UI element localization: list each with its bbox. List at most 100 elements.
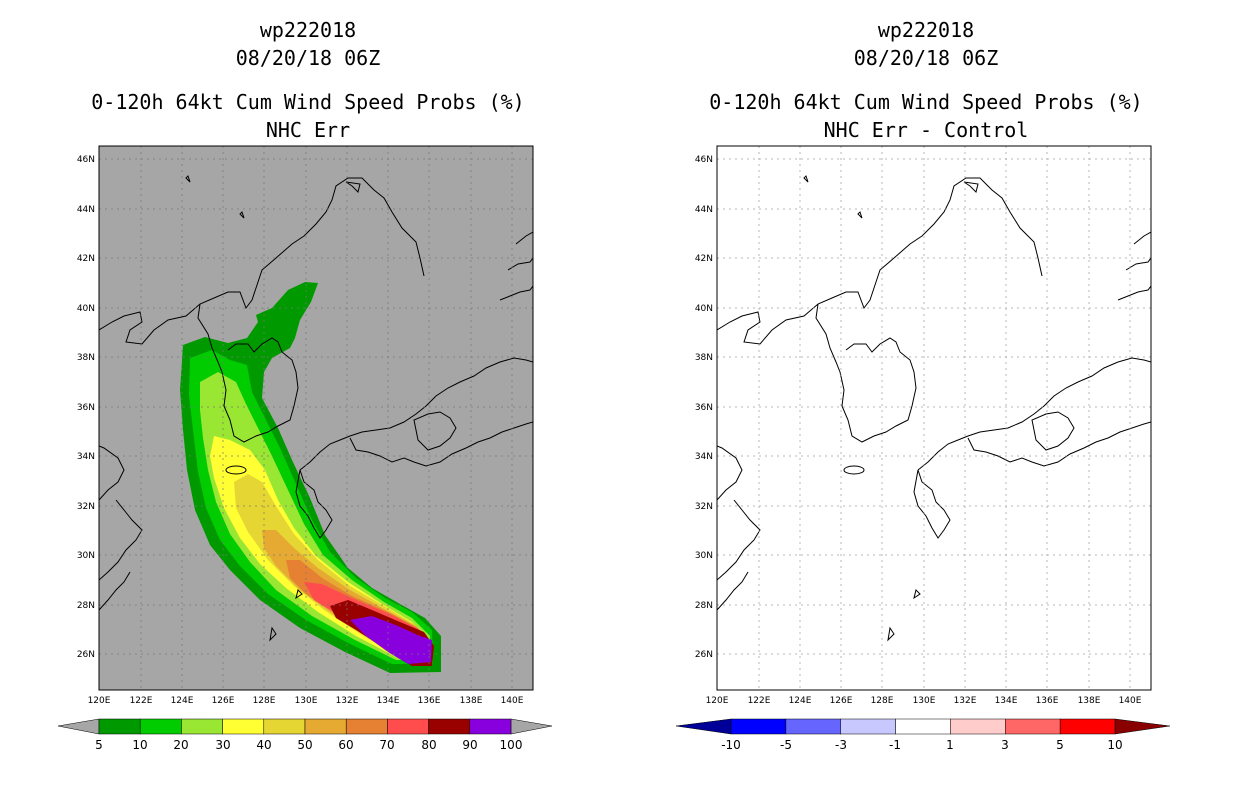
left-product-title: 0-120h 64kt Cum Wind Speed Probs (%) <box>91 90 525 114</box>
left-coastlines <box>99 175 533 642</box>
colorbar-left-end-arrow <box>57 718 100 735</box>
lon-label: 128E <box>253 696 276 706</box>
colorbar-label: 90 <box>462 738 477 752</box>
lon-label: 140E <box>501 696 524 706</box>
right-lat-labels: 46N 44N 42N 40N 38N 36N 34N 32N 30N 28N … <box>695 155 713 660</box>
lat-label: 36N <box>695 403 713 413</box>
lat-label: 30N <box>77 551 95 561</box>
left-lon-labels: 120E 122E 124E 126E 128E 130E 132E 134E … <box>88 696 524 706</box>
lat-label: 34N <box>695 452 713 462</box>
right-product-title: 0-120h 64kt Cum Wind Speed Probs (%) <box>709 90 1143 114</box>
lon-label: 136E <box>418 696 441 706</box>
lat-label: 26N <box>695 650 713 660</box>
colorbar-label: -1 <box>889 738 901 752</box>
colorbar-label: 60 <box>338 738 353 752</box>
colorbar-label: 50 <box>297 738 312 752</box>
left-colorbar: 5 10 20 30 40 50 60 70 80 90 100 <box>57 718 553 752</box>
lon-label: 140E <box>1119 696 1142 706</box>
lat-label: 38N <box>77 353 95 363</box>
colorbar-swatch <box>304 718 347 735</box>
lat-label: 36N <box>77 403 95 413</box>
lat-label: 40N <box>695 304 713 314</box>
lat-label: 46N <box>77 155 95 165</box>
colorbar-label: -3 <box>835 738 847 752</box>
lon-label: 120E <box>706 696 729 706</box>
colorbar-label: 1 <box>946 738 954 752</box>
lat-label: 26N <box>77 650 95 660</box>
colorbar-low-end-arrow <box>675 718 732 735</box>
colorbar-swatch <box>387 718 429 735</box>
right-coastlines <box>717 175 1151 642</box>
colorbar-swatch <box>950 718 1006 735</box>
right-lon-labels: 120E 122E 124E 126E 128E 130E 132E 134E … <box>706 696 1142 706</box>
lon-label: 134E <box>377 696 400 706</box>
left-storm-id: wp222018 <box>259 18 357 42</box>
colorbar-swatch <box>1059 718 1116 735</box>
lat-label: 42N <box>77 254 95 264</box>
lon-label: 124E <box>171 696 194 706</box>
lon-label: 132E <box>954 696 977 706</box>
left-subtitle: NHC Err <box>265 118 351 142</box>
right-map: 46N 44N 42N 40N 38N 36N 34N 32N 30N 28N … <box>675 145 1171 752</box>
lat-label: 40N <box>77 304 95 314</box>
lon-label: 122E <box>748 696 771 706</box>
right-datetime: 08/20/18 06Z <box>853 46 999 70</box>
right-gridlines <box>717 146 1151 690</box>
colorbar-right-end-arrow <box>510 718 553 735</box>
swath-90pct <box>350 616 432 664</box>
colorbar-label: -5 <box>780 738 792 752</box>
colorbar-swatch <box>428 718 471 735</box>
colorbar-label: 10 <box>132 738 147 752</box>
lon-label: 138E <box>1078 696 1101 706</box>
lon-label: 134E <box>995 696 1018 706</box>
colorbar-swatch <box>730 718 787 735</box>
right-colorbar: -10 -5 -3 -1 1 3 5 10 <box>675 718 1171 752</box>
colorbar-swatch <box>263 718 306 735</box>
left-map-frame <box>98 145 534 691</box>
colorbar-label: 10 <box>1107 738 1122 752</box>
colorbar-label: 80 <box>421 738 436 752</box>
lat-label: 32N <box>695 502 713 512</box>
colorbar-label: 100 <box>500 738 523 752</box>
right-subtitle: NHC Err - Control <box>823 118 1029 142</box>
colorbar-swatch <box>345 718 388 735</box>
lon-label: 130E <box>295 696 318 706</box>
colorbar-high-end-arrow <box>1114 718 1171 735</box>
lon-label: 130E <box>913 696 936 706</box>
lat-label: 44N <box>77 205 95 215</box>
lat-label: 28N <box>77 601 95 611</box>
lon-label: 138E <box>460 696 483 706</box>
colorbar-swatch <box>222 718 265 735</box>
right-map-background <box>717 146 1151 690</box>
lon-label: 122E <box>130 696 153 706</box>
lat-label: 38N <box>695 353 713 363</box>
colorbar-label: 40 <box>256 738 271 752</box>
colorbar-label: -10 <box>721 738 741 752</box>
colorbar-swatch <box>1005 718 1061 735</box>
colorbar-label: 70 <box>379 738 394 752</box>
lon-label: 120E <box>88 696 111 706</box>
lat-label: 32N <box>77 502 95 512</box>
colorbar-label: 3 <box>1001 738 1009 752</box>
colorbar-swatch <box>785 718 842 735</box>
colorbar-label: 20 <box>173 738 188 752</box>
colorbar-label: 30 <box>215 738 230 752</box>
colorbar-swatch <box>469 718 512 735</box>
colorbar-label: 5 <box>95 738 103 752</box>
colorbar-label: 5 <box>1056 738 1064 752</box>
lat-label: 44N <box>695 205 713 215</box>
left-lat-labels: 46N 44N 42N 40N 38N 36N 34N 32N 30N 28N … <box>77 155 95 660</box>
colorbar-swatch <box>98 718 141 735</box>
lon-label: 132E <box>336 696 359 706</box>
lat-label: 42N <box>695 254 713 264</box>
left-map: 46N 44N 42N 40N 38N 36N 34N 32N 30N 28N … <box>57 145 553 752</box>
lat-label: 30N <box>695 551 713 561</box>
lon-label: 126E <box>830 696 853 706</box>
right-map-frame <box>716 145 1152 691</box>
left-datetime: 08/20/18 06Z <box>235 46 381 70</box>
lat-label: 34N <box>77 452 95 462</box>
colorbar-swatch <box>181 718 223 735</box>
lon-label: 126E <box>212 696 235 706</box>
lon-label: 136E <box>1036 696 1059 706</box>
colorbar-swatch <box>840 718 896 735</box>
